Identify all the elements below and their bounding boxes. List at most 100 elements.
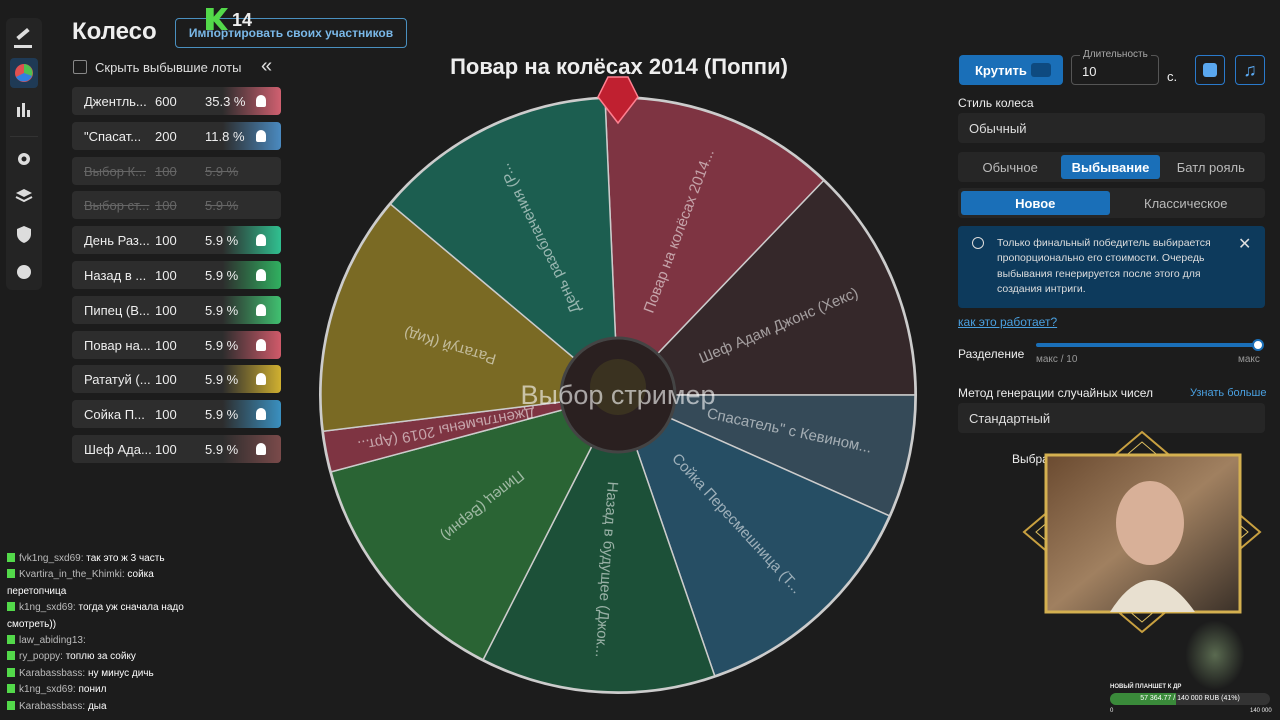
wheel-segment bbox=[616, 179, 916, 396]
chat-text: понил bbox=[78, 684, 107, 696]
lot-name: Шеф Ада... bbox=[84, 442, 152, 457]
chat-message: fvk1ng_sxd69: так это ж 3 часть bbox=[7, 551, 212, 567]
chat-user: Kvartira_in_the_Khimki: bbox=[19, 569, 125, 581]
duration-label: Длительность bbox=[1080, 49, 1151, 60]
lot-amount: 100 bbox=[155, 198, 177, 214]
split-slider[interactable] bbox=[1036, 339, 1264, 351]
duration-unit: с. bbox=[1167, 69, 1178, 84]
spin-options[interactable] bbox=[1031, 63, 1051, 77]
info-close[interactable]: ✕ bbox=[1238, 236, 1252, 253]
wheel-pointer bbox=[597, 76, 639, 125]
chat-badge bbox=[7, 651, 15, 661]
lot-name: Пипец (В... bbox=[84, 302, 150, 318]
lot-percent: 5.9 % bbox=[205, 372, 239, 388]
chat-text: так это ж 3 часть bbox=[86, 553, 165, 564]
hide-label: Скрыть выбывшие лоты bbox=[95, 60, 242, 75]
chat-badge bbox=[7, 553, 15, 562]
rng-label: Метод генерации случайных чисел bbox=[958, 386, 1154, 400]
lot-row: Назад в ... 100 5.9 % bbox=[72, 261, 281, 289]
wheel-segment bbox=[617, 394, 916, 517]
lot-amount: 600 bbox=[155, 94, 177, 109]
lot-row: "Спасат... 200 11.8 % bbox=[72, 121, 281, 150]
donation-fill bbox=[1110, 693, 1176, 705]
wheel-segment bbox=[616, 393, 891, 677]
chat-message: Kvartira_in_the_Khimki: сойка перетопчиц… bbox=[7, 567, 212, 600]
logo-icon bbox=[206, 8, 228, 30]
wheel-segment bbox=[330, 393, 620, 661]
lot-icon bbox=[256, 373, 266, 386]
split-label: Разделение bbox=[958, 347, 1025, 361]
wheel-title: Повар на колёсах 2014 (Поппи) bbox=[450, 54, 788, 79]
checkbox[interactable] bbox=[73, 60, 87, 74]
chat-user: Karabassbass: bbox=[19, 700, 86, 712]
lot-amount: 100 bbox=[155, 268, 177, 283]
chat-user: k1ng_sxd69: bbox=[19, 684, 76, 696]
music-button[interactable]: ♫ bbox=[1235, 55, 1265, 85]
lot-row: Пипец (В... 100 5.9 % bbox=[72, 295, 281, 324]
info-text: Только финальный победитель выбирается bbox=[997, 237, 1211, 249]
lot-percent: 35.3 % bbox=[205, 94, 246, 109]
lot-percent: 5.9 % bbox=[205, 233, 239, 249]
lot-amount: 100 bbox=[155, 442, 177, 457]
tab[interactable]: Новое bbox=[961, 191, 1110, 215]
tab[interactable]: Батл рояль bbox=[1176, 159, 1245, 175]
tab[interactable]: Классическое bbox=[1144, 195, 1228, 211]
lot-name: Назад в ... bbox=[84, 268, 147, 283]
donation-goal: НОВЫЙ ПЛАНШЕТ К ДР bbox=[1110, 684, 1182, 690]
center-text: Выбор стример bbox=[521, 380, 716, 410]
chat-badge bbox=[7, 667, 15, 677]
lot-amount: 200 bbox=[155, 128, 177, 144]
sub-tabs: Новое Классическое bbox=[958, 188, 1265, 218]
chat-user: fvk1ng_sxd69: bbox=[19, 553, 84, 564]
spin-button[interactable]: Крутить bbox=[959, 55, 1063, 85]
sidebar bbox=[6, 18, 42, 290]
lot-icon bbox=[256, 95, 266, 107]
lot-percent: 11.8 % bbox=[205, 128, 245, 144]
logo-text: 14 bbox=[232, 10, 253, 30]
rng-select[interactable]: Стандартный bbox=[958, 403, 1265, 433]
chat-text: дыа bbox=[87, 700, 107, 712]
webcam-frame bbox=[1022, 430, 1262, 634]
chat-user: Karabassbass: bbox=[19, 667, 86, 679]
donation-progress: 57 364.77 / 140 000 RUB (41%) bbox=[1140, 695, 1240, 702]
style-select[interactable]: Обычный bbox=[958, 113, 1265, 143]
lot-amount: 100 bbox=[155, 337, 177, 353]
collapse-button[interactable]: « bbox=[261, 55, 273, 77]
wheel-segment bbox=[320, 203, 620, 433]
split-min: макс / 10 bbox=[1036, 354, 1078, 365]
lot-row: Повар на... 100 5.9 % bbox=[72, 330, 281, 359]
lot-row: День Раз... 100 5.9 % bbox=[72, 226, 281, 255]
mode-tabs: Обычное Выбывание Батл рояль bbox=[958, 152, 1265, 182]
lot-row: Выбор К... 100 5.9 % bbox=[72, 156, 281, 185]
rng-link[interactable]: Узнать больше bbox=[1190, 387, 1267, 399]
lot-row: Сойка П... 100 5.9 % bbox=[72, 400, 281, 429]
chat-user: ry_poppy: bbox=[19, 651, 63, 663]
lot-amount: 100 bbox=[155, 372, 177, 388]
chat-badge bbox=[7, 700, 15, 710]
help-link[interactable]: как это работает? bbox=[958, 315, 1058, 329]
tab[interactable]: Обычное bbox=[982, 159, 1038, 175]
lot-icon bbox=[256, 269, 266, 281]
slider-thumb[interactable] bbox=[1252, 339, 1264, 351]
import-button[interactable]: Импортировать своих участников bbox=[175, 18, 407, 48]
lot-icon bbox=[256, 338, 266, 351]
wheel-segment bbox=[389, 97, 619, 397]
lot-row: Выбор ст... 100 5.9 % bbox=[72, 191, 281, 220]
wheel-segment bbox=[482, 393, 716, 693]
duration-input[interactable]: Длительность 10 bbox=[1071, 49, 1159, 85]
wheel[interactable]: Повар на колёсах 2014...Шеф Адам Джонс (… bbox=[318, 75, 918, 695]
lot-amount: 100 bbox=[155, 302, 177, 318]
lot-row: Шеф Ада... 100 5.9 % bbox=[72, 435, 281, 463]
info-box: ✕ Только финальный победитель выбирается… bbox=[958, 226, 1265, 308]
lot-name: Выбор ст... bbox=[84, 198, 150, 214]
page-title: Колесо bbox=[72, 18, 157, 45]
info-text: пропорционально его стоимости. Очередь bbox=[997, 252, 1205, 265]
tab[interactable]: Выбывание bbox=[1061, 155, 1160, 179]
chat-badge bbox=[7, 635, 15, 645]
lot-percent: 5.9 % bbox=[205, 163, 239, 179]
dice-button[interactable] bbox=[1195, 55, 1225, 85]
dice-icon bbox=[1203, 63, 1217, 77]
chat-message: k1ng_sxd69: тогда уж сначала надо смотре… bbox=[7, 600, 212, 633]
